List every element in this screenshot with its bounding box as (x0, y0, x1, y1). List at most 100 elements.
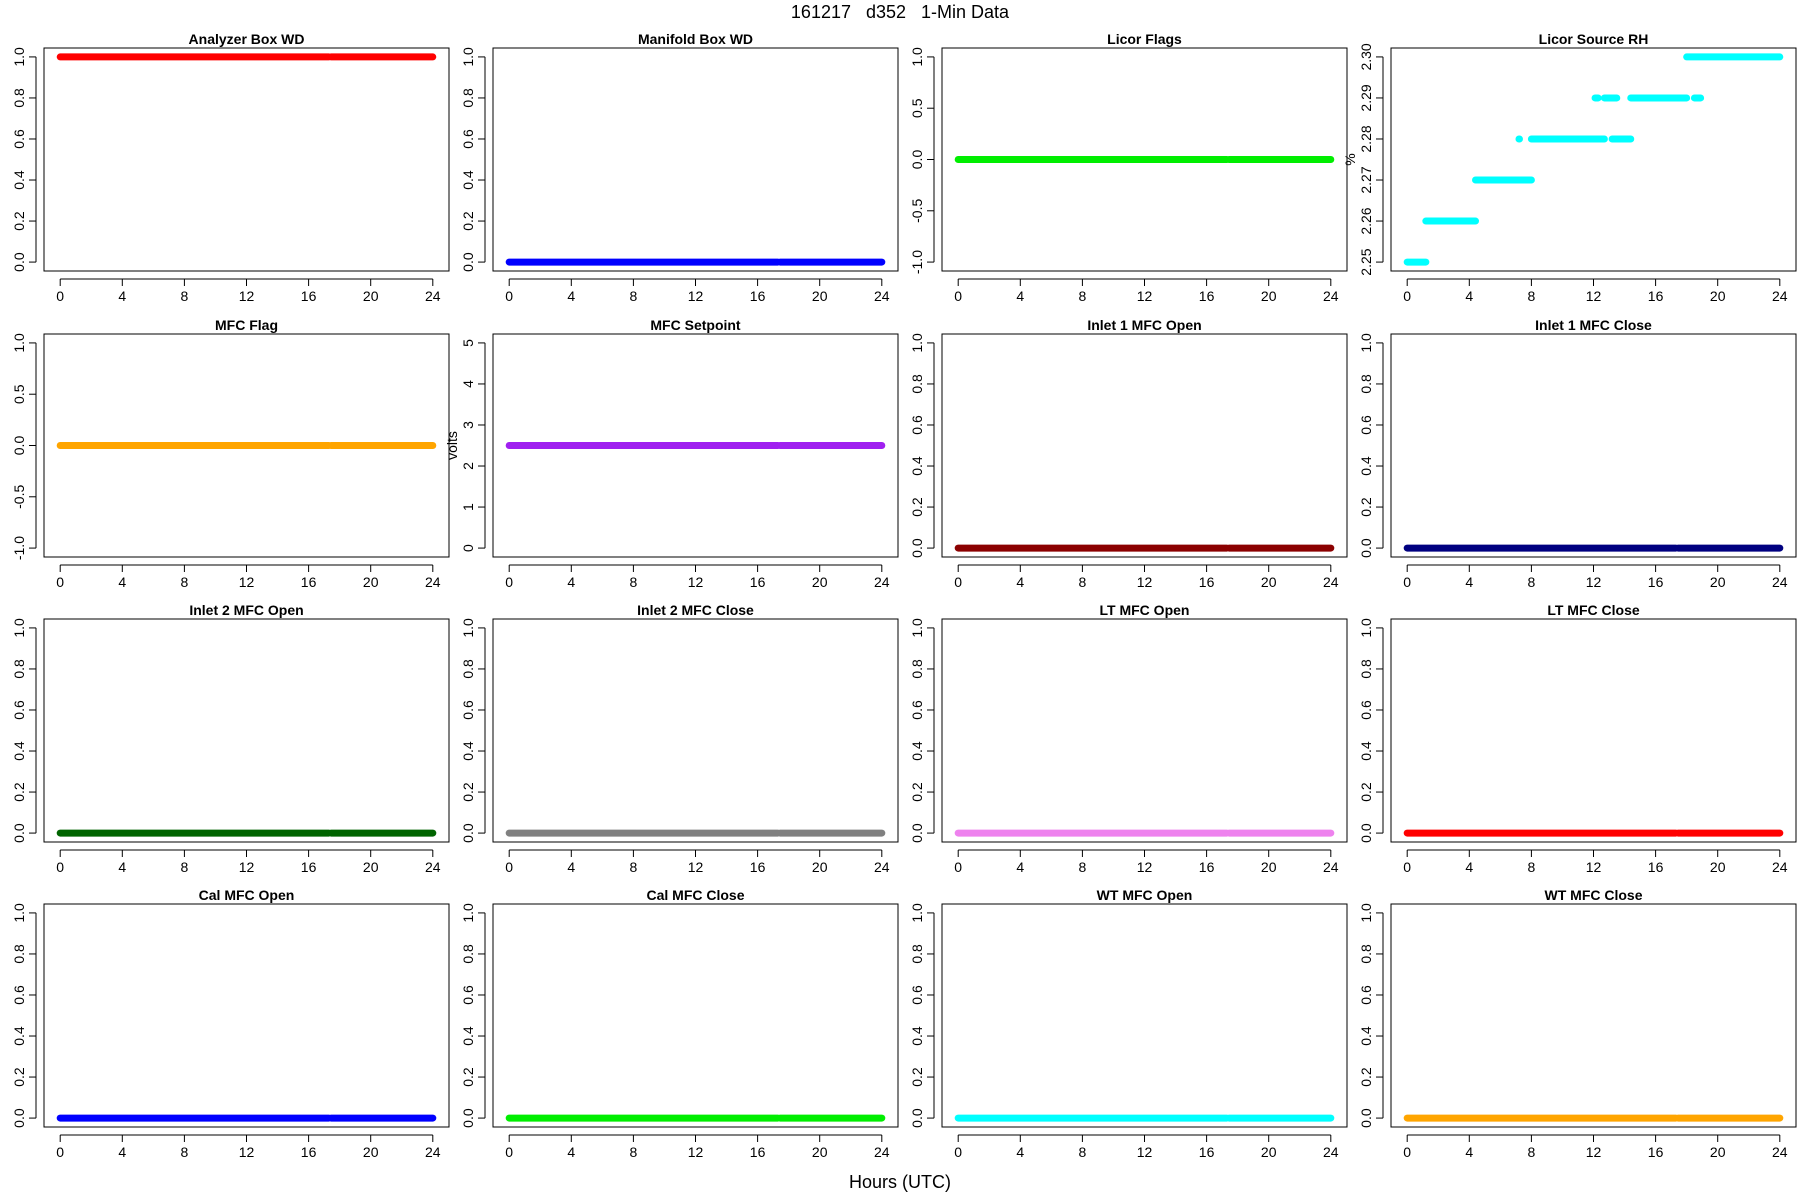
y-tick-label: 0.4 (909, 1026, 925, 1046)
y-tick-label: 1.0 (11, 47, 27, 67)
x-tick-label: 24 (1323, 859, 1339, 875)
y-tick-label: 0.4 (1358, 741, 1374, 761)
x-tick-label: 20 (1261, 288, 1277, 304)
panel: LT MFC Close 0 4 8 12 16 20 24 0.0 0.2 0.4 0.6 0.8 1.… (1358, 602, 1797, 875)
plot-frame (941, 47, 1348, 272)
y-tick-label: 0.0 (11, 1108, 27, 1128)
x-tick-label: 4 (567, 288, 575, 304)
y-tick-label: 4 (460, 380, 476, 388)
y-tick-label: 0.0 (460, 823, 476, 843)
y-tick-label: 0.6 (460, 129, 476, 149)
y-tick-label: 0.2 (1358, 782, 1374, 802)
x-tick-label: 0 (1403, 859, 1411, 875)
x-tick-label: 0 (1403, 1144, 1411, 1160)
x-tick-label: 4 (118, 1144, 126, 1160)
y-tick-label: 1.0 (11, 903, 27, 923)
x-tick-label: 16 (1648, 859, 1664, 875)
y-tick-label: 2.29 (1358, 84, 1374, 111)
x-tick-label: 24 (874, 574, 890, 590)
panel-title: LT MFC Close (1547, 602, 1640, 618)
panel: Inlet 2 MFC Open 0 4 8 12 16 20 24 0.0 0.2 0.4 0.6 0… (11, 602, 450, 875)
panel: Inlet 2 MFC Close 0 4 8 12 16 20 24 0.0 0.2 0.4 0.6… (460, 602, 899, 875)
y-tick-label: 1.0 (460, 618, 476, 638)
y-tick-label: 1.0 (11, 333, 27, 353)
plot-frame (941, 333, 1348, 558)
x-tick-label: 0 (1403, 288, 1411, 304)
y-tick-label: -0.5 (909, 199, 925, 223)
y-tick-label: 0.4 (11, 170, 27, 190)
y-tick-label: -1.0 (11, 536, 27, 560)
y-tick-label: 0.6 (1358, 415, 1374, 435)
y-tick-label: 1.0 (1358, 333, 1374, 353)
x-tick-label: 24 (1323, 1144, 1339, 1160)
y-tick-label: 0.8 (460, 88, 476, 108)
x-tick-label: 24 (1323, 288, 1339, 304)
x-tick-label: 16 (1648, 288, 1664, 304)
y-tick-label: 1.0 (909, 47, 925, 67)
x-tick-label: 12 (688, 288, 704, 304)
plot-frame (492, 333, 899, 558)
x-tick-label: 24 (874, 288, 890, 304)
y-tick-label: 2.30 (1358, 43, 1374, 70)
panel: Inlet 1 MFC Close 0 4 8 12 16 20 24 0.0 0.2 0.4 0.6… (1358, 317, 1797, 590)
y-tick-label: 0.4 (11, 1026, 27, 1046)
y-tick-label: 0.0 (460, 1108, 476, 1128)
panel: MFC Flag 0 4 8 12 16 20 24 -1.0 -0.5 0.0 0.5 1.0 (11, 317, 450, 590)
x-tick-label: 20 (363, 1144, 379, 1160)
y-tick-label: 0.5 (909, 98, 925, 118)
x-tick-label: 20 (363, 859, 379, 875)
x-tick-label: 16 (1199, 288, 1215, 304)
x-tick-label: 20 (1710, 288, 1726, 304)
y-tick-label: -1.0 (909, 250, 925, 274)
panels: Analyzer Box WD0 4 8 12 16 20 240.00.20.40.60.… (11, 31, 1797, 1160)
x-tick-label: 8 (1528, 574, 1536, 590)
panel-title: MFC Flag (215, 317, 278, 333)
y-tick-label: 0.2 (1358, 497, 1374, 517)
y-tick-label: 0.2 (11, 1067, 27, 1087)
x-tick-label: 4 (1016, 859, 1024, 875)
panel: WT MFC Close 0 4 8 12 16 20 24 0.0 0.2 0.4 0.6 0.8 1.… (1358, 887, 1797, 1160)
plot-frame (941, 618, 1348, 843)
y-tick-label: 2.27 (1358, 166, 1374, 193)
y-tick-label: 0.6 (1358, 700, 1374, 720)
y-tick-label: 0.0 (460, 252, 476, 272)
y-tick-label: 0.2 (460, 211, 476, 231)
panel: Cal MFC Close 0 4 8 12 16 20 24 0.0 0.2 0.4 0.6 0.8 1… (460, 887, 899, 1160)
x-tick-label: 8 (1079, 288, 1087, 304)
x-tick-label: 4 (1016, 1144, 1024, 1160)
y-tick-label: 2.28 (1358, 125, 1374, 152)
y-tick-label: 2 (460, 462, 476, 470)
plot-frame (43, 333, 450, 558)
plot-frame (492, 903, 899, 1128)
x-tick-label: 0 (954, 1144, 962, 1160)
panel-title: LT MFC Open (1100, 602, 1190, 618)
x-tick-label: 12 (688, 1144, 704, 1160)
y-tick-label: 0.8 (1358, 944, 1374, 964)
plot-frame (941, 903, 1348, 1128)
x-tick-label: 16 (750, 288, 766, 304)
panel-title: WT MFC Open (1097, 887, 1193, 903)
x-tick-label: 8 (1528, 859, 1536, 875)
y-tick-label: 1.0 (909, 618, 925, 638)
x-tick-label: 20 (1261, 574, 1277, 590)
y-tick-label: 5 (460, 339, 476, 347)
x-tick-label: 4 (118, 859, 126, 875)
y-tick-label: 0.0 (11, 823, 27, 843)
plot-frame (43, 618, 450, 843)
y-tick-label: 2.26 (1358, 207, 1374, 234)
y-tick-label: 0.4 (460, 1026, 476, 1046)
x-tick-label: 8 (181, 574, 189, 590)
x-tick-label: 0 (505, 859, 513, 875)
y-tick-label: 0.8 (11, 659, 27, 679)
plot-frame (492, 47, 899, 272)
y-tick-label: 0.4 (460, 741, 476, 761)
x-tick-label: 16 (1199, 1144, 1215, 1160)
y-tick-label: 0.8 (909, 374, 925, 394)
x-tick-label: 8 (1528, 1144, 1536, 1160)
x-tick-label: 12 (1586, 859, 1602, 875)
y-tick-label: 1 (460, 503, 476, 511)
y-tick-label: 0.2 (460, 1067, 476, 1087)
y-tick-label: 0.0 (11, 436, 27, 456)
